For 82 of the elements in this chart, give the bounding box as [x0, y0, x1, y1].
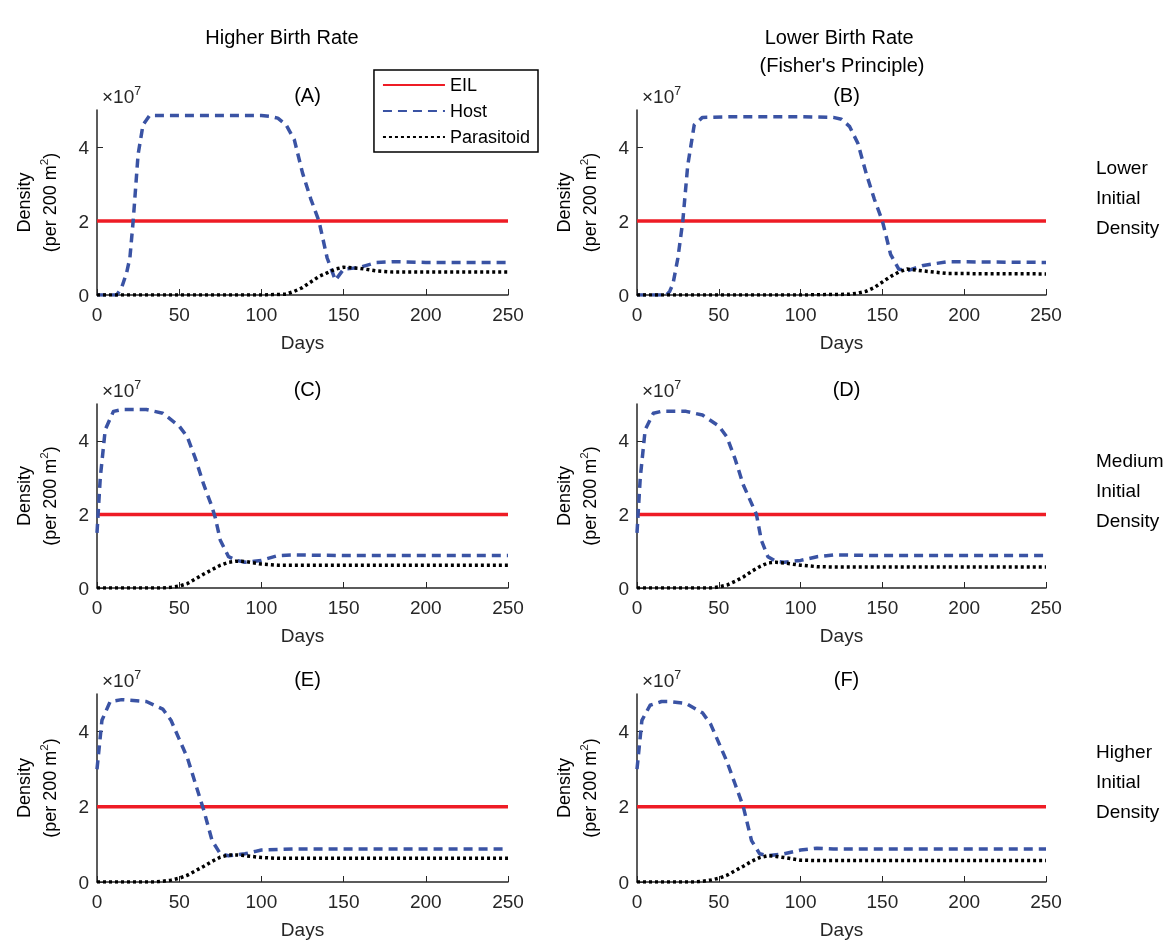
y-axis-title: Density (per 200 m2) — [554, 738, 600, 838]
x-tick-label: 50 — [168, 891, 190, 912]
chart-subtitle: Lower Birth Rate (Fisher's Principle) — [759, 26, 925, 76]
x-tick-label: 100 — [245, 891, 278, 912]
x-axis-title: Days — [819, 332, 864, 353]
x-tick-label: 250 — [1030, 304, 1062, 325]
y-tick-label: 0 — [618, 284, 629, 306]
x-tick-label: 0 — [631, 304, 643, 325]
y-tick-label: 2 — [78, 503, 89, 525]
x-tick-label: 150 — [866, 891, 899, 912]
x-tick-label: 50 — [708, 597, 730, 618]
chart-title: (C) — [293, 378, 322, 400]
x-tick-label: 150 — [866, 597, 899, 618]
y-tick-label: 0 — [78, 577, 89, 599]
y-tick-label: 4 — [618, 136, 630, 158]
y-axis-title: Density (per 200 m2) — [14, 446, 60, 546]
x-tick-label: 150 — [327, 891, 360, 912]
x-axis-title: Days — [280, 919, 325, 940]
legend-label: Parasitoid — [449, 127, 530, 147]
x-tick-label: 50 — [708, 891, 730, 912]
y-tick-label: 2 — [618, 796, 629, 818]
x-axis-title: Days — [819, 919, 864, 940]
text: Medium Initial Density — [1096, 450, 1169, 532]
chart-title: (F) — [833, 668, 860, 690]
x-axis-title: Days — [280, 332, 325, 353]
x-tick-label: 250 — [1030, 597, 1062, 618]
text: Higher Initial Density — [1096, 741, 1160, 823]
x-tick-label: 200 — [409, 597, 442, 618]
x-axis-title: Days — [280, 625, 325, 646]
x-tick-label: 100 — [784, 891, 817, 912]
y-axis-title: Density (per 200 m2) — [14, 738, 60, 838]
x-tick-label: 100 — [245, 597, 278, 618]
y-tick-label: 0 — [618, 577, 629, 599]
x-tick-label: 0 — [631, 891, 643, 912]
x-tick-label: 0 — [91, 597, 103, 618]
y-tick-label: 4 — [618, 430, 630, 452]
x-tick-label: 250 — [492, 597, 524, 618]
y-axis-title: Density (per 200 m2) — [14, 152, 60, 253]
y-tick-label: 0 — [618, 871, 629, 893]
chart-title: (E) — [294, 668, 321, 690]
x-tick-label: 0 — [631, 597, 643, 618]
x-tick-label: 250 — [492, 891, 524, 912]
y-tick-label: 4 — [78, 136, 90, 158]
y-tick-label: 0 — [78, 284, 89, 306]
y-tick-label: 0 — [78, 871, 89, 893]
x-tick-label: 150 — [327, 597, 360, 618]
x-tick-label: 0 — [91, 304, 103, 325]
line-series — [95, 407, 510, 564]
chart-title: (A) — [294, 84, 321, 106]
x-tick-label: 150 — [866, 304, 899, 325]
x-tick-label: 200 — [409, 304, 442, 325]
x-tick-label: 200 — [948, 597, 981, 618]
chart-subtitle: Higher Birth Rate — [205, 26, 359, 48]
x-tick-label: 150 — [327, 304, 360, 325]
line-series — [635, 699, 1048, 858]
y-tick-label: 4 — [618, 721, 630, 743]
y-tick-label: 2 — [618, 210, 629, 232]
x-tick-label: 200 — [948, 891, 981, 912]
x-tick-label: 50 — [168, 597, 190, 618]
chart-title: (D) — [832, 378, 861, 400]
x-tick-label: 50 — [168, 304, 190, 325]
x-tick-label: 200 — [409, 891, 442, 912]
x-tick-label: 50 — [708, 304, 730, 325]
y-axis-title: Density (per 200 m2) — [554, 446, 600, 546]
legend-label: Host — [449, 101, 487, 121]
y-axis-title: Density (per 200 m2) — [554, 152, 600, 253]
x-tick-label: 100 — [784, 304, 817, 325]
x-tick-label: 0 — [91, 891, 103, 912]
y-tick-label: 2 — [78, 796, 89, 818]
y-tick-label: 4 — [78, 430, 90, 452]
x-tick-label: 200 — [948, 304, 981, 325]
legend-label: EIL — [449, 75, 477, 95]
x-tick-label: 250 — [1030, 891, 1062, 912]
text: Lower Initial Density — [1096, 156, 1160, 238]
x-axis-title: Days — [819, 625, 864, 646]
x-tick-label: 100 — [784, 597, 817, 618]
x-tick-label: 250 — [492, 304, 524, 325]
y-tick-label: 2 — [618, 503, 629, 525]
chart-title: (B) — [833, 84, 860, 106]
y-tick-label: 4 — [78, 721, 90, 743]
x-tick-label: 100 — [245, 304, 278, 325]
y-tick-label: 2 — [78, 210, 89, 232]
